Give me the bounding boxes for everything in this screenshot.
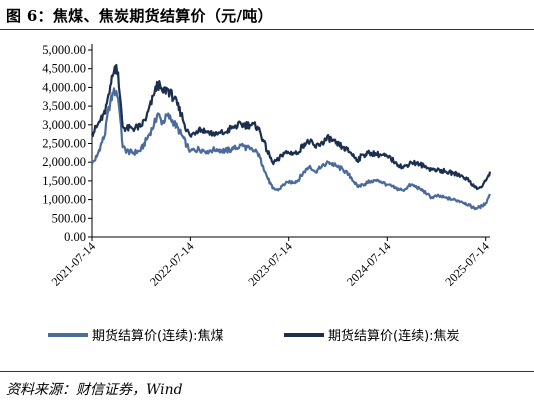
legend-label: 期货结算价(连续):焦煤 (92, 328, 224, 344)
chart: 5,000.00 4,500.00 4,000.00 3,500.00 3,000.00… (42, 43, 492, 344)
x-tick-label: 2025-07-14 (442, 239, 491, 288)
chart-legend: 期货结算价(连续):焦煤 期货结算价(连续):焦炭 (48, 328, 460, 344)
legend-label: 期货结算价(连续):焦炭 (328, 328, 460, 344)
y-tick-label: 3,500.00 (42, 99, 86, 113)
top-rule (0, 29, 534, 30)
chart-series (90, 63, 492, 211)
series-line-coking-coal (90, 87, 491, 211)
y-tick-label: 4,000.00 (42, 80, 86, 94)
y-tick-label: 3,000.00 (42, 118, 86, 132)
y-tick-label: 5,000.00 (42, 43, 86, 57)
x-tick-label: 2023-07-14 (245, 239, 294, 288)
source-note: 资料来源：财信证券，Wind (6, 382, 183, 398)
bottom-rule (0, 371, 534, 372)
y-tick-label: 1,000.00 (42, 193, 86, 207)
series-line-coke (90, 63, 492, 191)
x-tick-label: 2022-07-14 (147, 239, 196, 288)
y-tick-label: 2,500.00 (42, 137, 86, 151)
x-tick-label: 2021-07-14 (49, 239, 98, 288)
y-tick-label: 500.00 (52, 211, 86, 225)
y-tick-label: 2,000.00 (42, 155, 86, 169)
y-tick-label: 0.00 (64, 230, 86, 244)
y-tick-label: 4,500.00 (42, 62, 86, 76)
figure-title: 图 6：焦煤、焦炭期货结算价（元/吨） (6, 7, 273, 25)
y-tick-label: 1,500.00 (42, 174, 86, 188)
x-tick-label: 2024-07-14 (344, 239, 393, 288)
